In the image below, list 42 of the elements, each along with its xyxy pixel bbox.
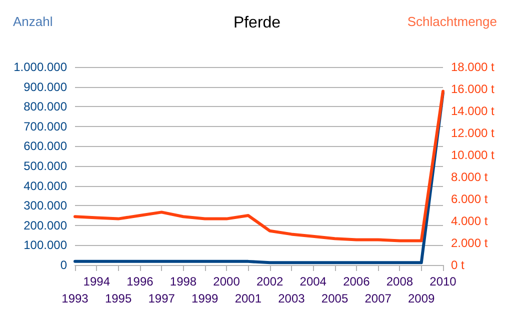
x-tick-label: 2008 (386, 274, 414, 288)
chart-title: Pferde (233, 14, 281, 32)
x-tick-label: 1999 (192, 292, 219, 306)
y-tick-label: 500.000 (24, 159, 68, 173)
y-tick-label: 900.000 (24, 80, 68, 94)
x-tick-label: 1997 (148, 292, 176, 306)
y2-tick-label: 18.000 t (451, 60, 496, 74)
x-tick-label: 2007 (364, 292, 392, 306)
x-tick-label: 2009 (408, 292, 436, 306)
y-tick-label: 100.000 (24, 238, 68, 252)
y2-tick-label: 6.000 t (451, 192, 488, 206)
y2-tick-label: 10.000 t (451, 148, 496, 162)
y-tick-label: 400.000 (24, 178, 68, 193)
x-tick-label: 1995 (104, 292, 132, 306)
x-tick-label: 2003 (278, 292, 306, 306)
x-tick-label: 2001 (234, 292, 262, 306)
y2-tick-label: 4.000 t (451, 214, 488, 228)
x-tick-label: 2000 (213, 274, 240, 288)
y-axis-title: Anzahl (13, 14, 53, 29)
y2-tick-label: 2.000 t (451, 236, 488, 250)
y2-tick-label: 0 t (451, 258, 466, 272)
y-tick-label: 700.000 (24, 119, 68, 134)
x-tick-label: 1998 (170, 274, 197, 288)
y-tick-label: 300.000 (24, 198, 68, 213)
x-tick-label: 2005 (321, 292, 348, 306)
x-tick-label: 2006 (343, 274, 370, 288)
y2-axis-title: Schlachtmenge (407, 14, 498, 29)
y-tick-label: 600.000 (24, 139, 68, 154)
x-tick-label: 2002 (256, 274, 284, 288)
y2-tick-label: 8.000 t (451, 170, 488, 184)
y2-tick-label: 12.000 t (451, 126, 496, 140)
x-tick-label: 1994 (83, 274, 110, 288)
y2-tick-label: 16.000 t (451, 82, 496, 96)
x-tick-label: 2010 (430, 274, 457, 288)
x-tick-label: 1993 (62, 292, 89, 306)
y-tick-label: 200.000 (24, 218, 68, 232)
y-tick-label: 800.000 (24, 100, 68, 114)
x-tick-label: 2004 (300, 274, 327, 288)
x-tick-label: 1996 (126, 274, 154, 288)
y-tick-label: 1.000.000 (14, 60, 68, 74)
y2-tick-label: 14.000 t (451, 104, 496, 118)
y-tick-label: 0 (60, 258, 68, 272)
